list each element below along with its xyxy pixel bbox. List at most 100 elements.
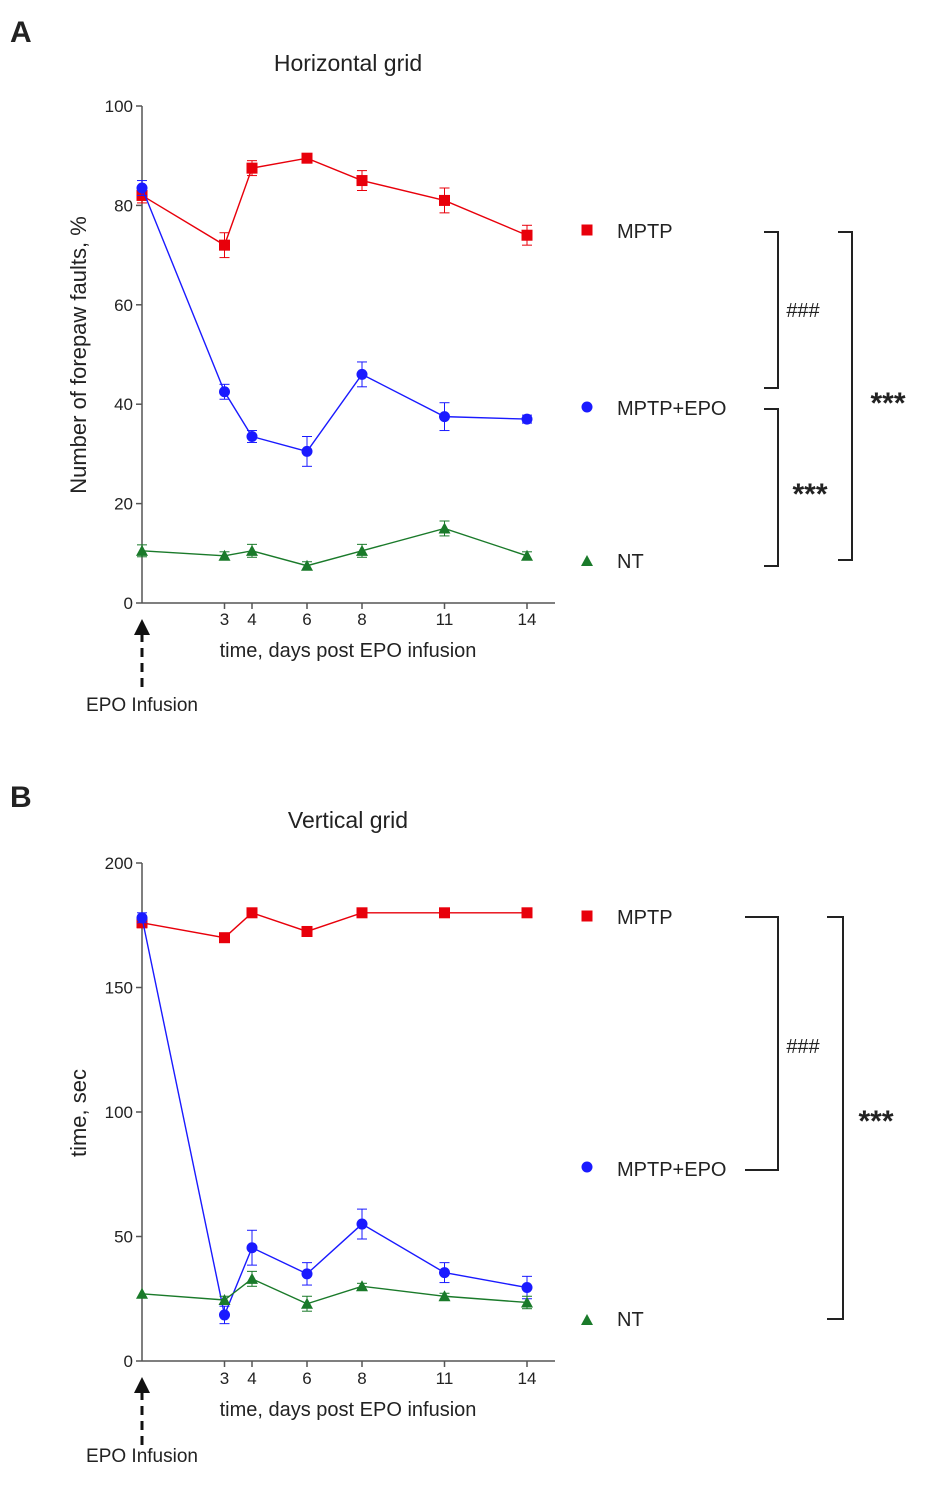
data-point-a-nt-6 (521, 549, 533, 561)
data-point-a-nt-2 (246, 544, 258, 556)
bracket-a-mptp-vs-nt (838, 231, 853, 561)
epo-infusion-arrow-head-a (134, 619, 150, 635)
data-point-b-mptp-2 (246, 907, 258, 919)
data-point-b-mptp-epo-2 (246, 1242, 258, 1254)
data-point-a-mptp-1 (219, 239, 230, 251)
y-tick-label-b-150: 150 (105, 979, 133, 998)
significance-brackets (745, 231, 853, 1320)
data-point-b-mptp-6 (521, 907, 533, 919)
data-point-a-mptp-epo-6 (521, 413, 533, 425)
x-tick-label-a-14: 14 (518, 610, 537, 629)
series-line-b-nt (141, 1278, 528, 1305)
legend-marker-a-mptp-epo (581, 401, 593, 413)
legend-label-b-mptp-epo: MPTP+EPO (617, 1159, 726, 1181)
bracket-b-mptp-vs-nt (827, 916, 844, 1320)
data-point-b-mptp-3 (301, 925, 313, 937)
data-point-b-nt-3 (301, 1297, 313, 1309)
data-point-a-mptp-5 (439, 194, 450, 206)
data-point-a-mptp-6 (521, 229, 533, 241)
data-point-a-mptp-epo-1 (219, 386, 230, 398)
legend-marker-a-mptp (581, 224, 593, 236)
bracket-a-epo-vs-nt (764, 408, 779, 567)
y-tick-label-a-100: 100 (105, 97, 133, 116)
data-point-a-nt-3 (301, 559, 313, 571)
annotation-epo-infusion-b: EPO Infusion (86, 1446, 198, 1467)
chart-panel-a: 0 20 40 60 80 100 3 4 6 8 11 14 (105, 97, 593, 689)
significance-stars-outer-a: *** (870, 387, 905, 420)
y-tick-label-a-80: 80 (114, 196, 133, 215)
data-point-a-mptp-epo-3 (301, 445, 313, 457)
legend-marker-a-nt (581, 555, 593, 566)
bracket-b-mptp-vs-epo (745, 916, 779, 1171)
data-point-b-mptp-4 (356, 907, 368, 919)
chart-title-a: Horizontal grid (274, 50, 422, 76)
data-point-b-nt-2 (246, 1272, 258, 1284)
x-tick-label-a-11: 11 (436, 610, 454, 629)
data-point-b-mptp-5 (439, 907, 450, 919)
data-point-a-nt-5 (438, 522, 451, 534)
series-line-a-mptp (141, 157, 528, 247)
data-point-a-mptp-epo-4 (356, 368, 368, 380)
data-point-a-nt-4 (356, 544, 368, 556)
x-tick-label-b-4: 4 (247, 1369, 256, 1388)
data-point-b-nt-4 (356, 1280, 368, 1292)
data-point-b-mptp-epo-1 (219, 1309, 230, 1321)
y-tick-label-b-0: 0 (124, 1352, 133, 1371)
x-tick-label-b-3: 3 (220, 1369, 229, 1388)
y-tick-label-a-60: 60 (114, 296, 133, 315)
y-axis-label-a: Number of forepaw faults, % (66, 216, 91, 494)
x-tick-label-a-8: 8 (357, 610, 366, 629)
y-tick-label-a-20: 20 (114, 495, 133, 514)
data-point-b-nt-5 (438, 1290, 451, 1302)
series-line-b-mptp (141, 912, 527, 939)
legend-label-b-mptp: MPTP (617, 907, 673, 929)
data-point-a-mptp-epo-2 (246, 431, 258, 443)
legend-label-a-mptp: MPTP (617, 221, 673, 243)
chart-panel-b: 0 50 100 150 200 3 4 6 8 11 14 (105, 854, 593, 1449)
legend-marker-b-nt (581, 1314, 593, 1325)
legend-label-b-nt: NT (617, 1309, 644, 1331)
data-point-a-mptp-4 (356, 175, 368, 187)
x-tick-label-b-11: 11 (436, 1369, 454, 1388)
y-tick-label-b-50: 50 (114, 1228, 133, 1247)
x-axis-label-b: time, days post EPO infusion (220, 1399, 477, 1421)
x-tick-label-b-6: 6 (302, 1369, 311, 1388)
y-tick-label-b-200: 200 (105, 854, 133, 873)
x-tick-label-b-8: 8 (357, 1369, 366, 1388)
x-tick-label-b-14: 14 (518, 1369, 537, 1388)
data-point-a-mptp-3 (301, 152, 313, 164)
y-tick-label-b-100: 100 (105, 1103, 133, 1122)
data-point-b-mptp-epo-6 (521, 1282, 533, 1294)
annotation-epo-infusion-a: EPO Infusion (86, 695, 198, 716)
legend-marker-b-mptp (581, 910, 593, 922)
data-point-a-mptp-epo-0 (136, 182, 148, 194)
series-line-b-mptp-epo (141, 917, 528, 1318)
x-tick-label-a-4: 4 (247, 610, 256, 629)
x-tick-label-a-6: 6 (302, 610, 311, 629)
bracket-a-mptp-vs-epo (764, 231, 779, 389)
y-tick-label-a-0: 0 (124, 594, 133, 613)
epo-infusion-arrow-head-b (134, 1377, 150, 1393)
x-tick-label-a-3: 3 (220, 610, 229, 629)
x-axis-label-a: time, days post EPO infusion (220, 640, 477, 662)
series-line-a-mptp-epo (141, 187, 528, 453)
data-point-a-mptp-epo-5 (439, 411, 450, 423)
data-point-b-mptp-epo-4 (356, 1218, 368, 1230)
data-point-b-mptp-epo-0 (136, 912, 148, 924)
y-axis-label-b: time, sec (66, 1069, 91, 1157)
chart-title-b: Vertical grid (288, 807, 408, 833)
data-point-b-mptp-epo-5 (439, 1267, 450, 1279)
data-point-b-nt-6 (521, 1296, 533, 1308)
data-point-a-nt-0 (136, 544, 148, 556)
legend-label-a-mptp-epo: MPTP+EPO (617, 398, 726, 420)
data-point-b-nt-0 (136, 1287, 148, 1299)
panel-label-a: A (10, 16, 32, 49)
data-point-b-nt-1 (218, 1293, 231, 1305)
significance-hash-a: ### (786, 300, 820, 322)
series-line-a-nt (141, 527, 528, 567)
significance-hash-b: ### (786, 1036, 820, 1058)
legend-marker-b-mptp-epo (581, 1161, 593, 1173)
data-point-a-nt-1 (218, 549, 231, 561)
data-point-a-mptp-2 (246, 162, 258, 174)
